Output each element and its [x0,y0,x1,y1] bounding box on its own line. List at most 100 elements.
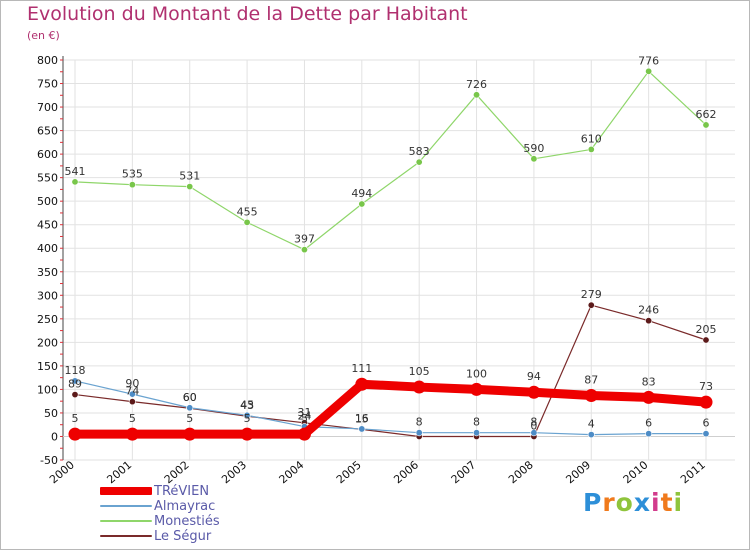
point-monesti-s-2006 [415,158,423,166]
data-label-tr-vien-2003: 5 [244,412,251,425]
data-label-almayrac-2003: 45 [240,398,254,411]
data-label-almayrac-2010: 6 [645,417,652,430]
data-label-monesti-s-2009: 610 [581,132,602,145]
logo-letter: o [615,488,634,517]
y-tick-label-400: 400 [37,242,58,255]
legend-label-trevien: TRéVIEN [154,484,210,499]
data-label-monesti-s-2003: 455 [237,205,258,218]
y-tick-label-550: 550 [37,172,58,185]
data-label-tr-vien-2000: 5 [72,412,79,425]
data-label-le-s-gur-2011: 205 [696,323,717,336]
logo-letter: x [633,488,651,517]
x-tick-label-2008: 2008 [506,458,536,486]
point-almayrac-2005 [358,425,366,433]
point-almayrac-2003 [243,411,251,419]
data-label-le-s-gur-2010: 246 [638,304,659,317]
point-monesti-s-2003 [243,218,251,226]
legend-swatch-monesties [100,520,152,522]
data-label-le-s-gur-2002: 60 [183,391,197,404]
point-le-s-gur-2001 [128,398,136,406]
data-label-almayrac-2011: 6 [703,417,710,430]
x-tick-label-2005: 2005 [334,458,364,486]
series-layer [68,67,713,441]
proxiti-logo: Proxiti [583,488,683,517]
logo-letter: t [660,488,674,517]
point-almayrac-2002 [186,404,194,412]
point-almayrac-2006 [415,429,423,437]
series-line-monesti-s [74,70,707,251]
y-tick-label--50: -50 [40,454,58,467]
y-tick-label-650: 650 [37,125,58,138]
data-label-tr-vien-2006: 105 [409,365,430,378]
y-tick-label-750: 750 [37,78,58,91]
data-label-tr-vien-2008: 94 [527,370,541,383]
data-label-monesti-s-2000: 541 [65,165,86,178]
x-tick-label-2003: 2003 [219,458,249,486]
logo-letter: i [673,488,684,517]
series-line-almayrac [74,380,707,436]
data-label-almayrac-2002: 60 [183,391,197,404]
data-label-almayrac-2006: 8 [416,416,423,429]
data-label-monesti-s-2007: 726 [466,78,487,91]
point-tr-vien-2006 [412,380,426,394]
data-label-monesti-s-2002: 531 [179,170,200,183]
data-label-monesti-s-2001: 535 [122,168,143,181]
data-label-monesti-s-2008: 590 [523,142,544,155]
point-monesti-s-2009 [587,145,595,153]
legend-swatch-le-segur [100,535,152,537]
point-tr-vien-2008 [527,385,541,399]
data-label-almayrac-2008: 8 [530,416,537,429]
y-tick-label-250: 250 [37,313,58,326]
y-tick-label-0: 0 [51,430,58,443]
point-tr-vien-2007 [470,382,484,396]
point-tr-vien-2000 [68,427,82,441]
data-label-monesti-s-2010: 776 [638,54,659,67]
axis-layer: -500501001502002503003504004505005506006… [37,54,735,486]
point-tr-vien-2009 [584,389,598,403]
series-line-tr-vien [70,379,711,439]
y-tick-label-350: 350 [37,266,58,279]
y-tick-label-600: 600 [37,148,58,161]
x-tick-label-2011: 2011 [678,458,708,486]
point-tr-vien-2011 [699,395,713,409]
point-almayrac-2000 [71,377,79,385]
point-tr-vien-2002 [183,427,197,441]
legend-label-almayrac: Almayrac [154,499,216,514]
data-label-tr-vien-2004: 5 [301,412,308,425]
y-tick-label-100: 100 [37,383,58,396]
data-label-le-s-gur-2004: 31 [297,406,311,419]
chart-title: Evolution du Montant de la Dette par Hab… [27,3,468,25]
data-label-almayrac-2000: 118 [65,364,86,377]
x-tick-label-2001: 2001 [104,458,134,486]
point-almayrac-2001 [128,390,136,398]
y-tick-label-150: 150 [37,360,58,373]
data-label-almayrac-2009: 4 [588,418,595,431]
data-label-le-s-gur-2009: 279 [581,288,602,301]
y-tick-label-50: 50 [44,407,58,420]
legend-label-monesties: Monestiés [154,514,220,529]
chart-subtitle: (en €) [27,29,60,42]
data-label-monesti-s-2011: 662 [696,108,717,121]
y-tick-label-700: 700 [37,101,58,114]
data-label-monesti-s-2006: 583 [409,145,430,158]
point-le-s-gur-2009 [587,301,595,309]
data-label-tr-vien-2007: 100 [466,367,487,380]
x-tick-label-2004: 2004 [277,458,307,486]
logo-letter: r [602,488,616,517]
point-almayrac-2007 [473,429,481,437]
data-label-monesti-s-2004: 397 [294,233,315,246]
point-monesti-s-2008 [530,155,538,163]
data-label-almayrac-2005: 16 [355,412,369,425]
point-tr-vien-2010 [642,390,656,404]
data-label-le-s-gur-2008: 0 [530,419,537,432]
point-almayrac-2008 [530,429,538,437]
data-label-tr-vien-2009: 87 [584,374,598,387]
legend-swatch-trevien [100,487,152,495]
x-tick-label-2002: 2002 [162,458,192,486]
y-tick-label-200: 200 [37,336,58,349]
point-monesti-s-2005 [358,200,366,208]
point-monesti-s-2011 [702,121,710,129]
data-label-tr-vien-2001: 5 [129,412,136,425]
point-monesti-s-2002 [186,183,194,191]
